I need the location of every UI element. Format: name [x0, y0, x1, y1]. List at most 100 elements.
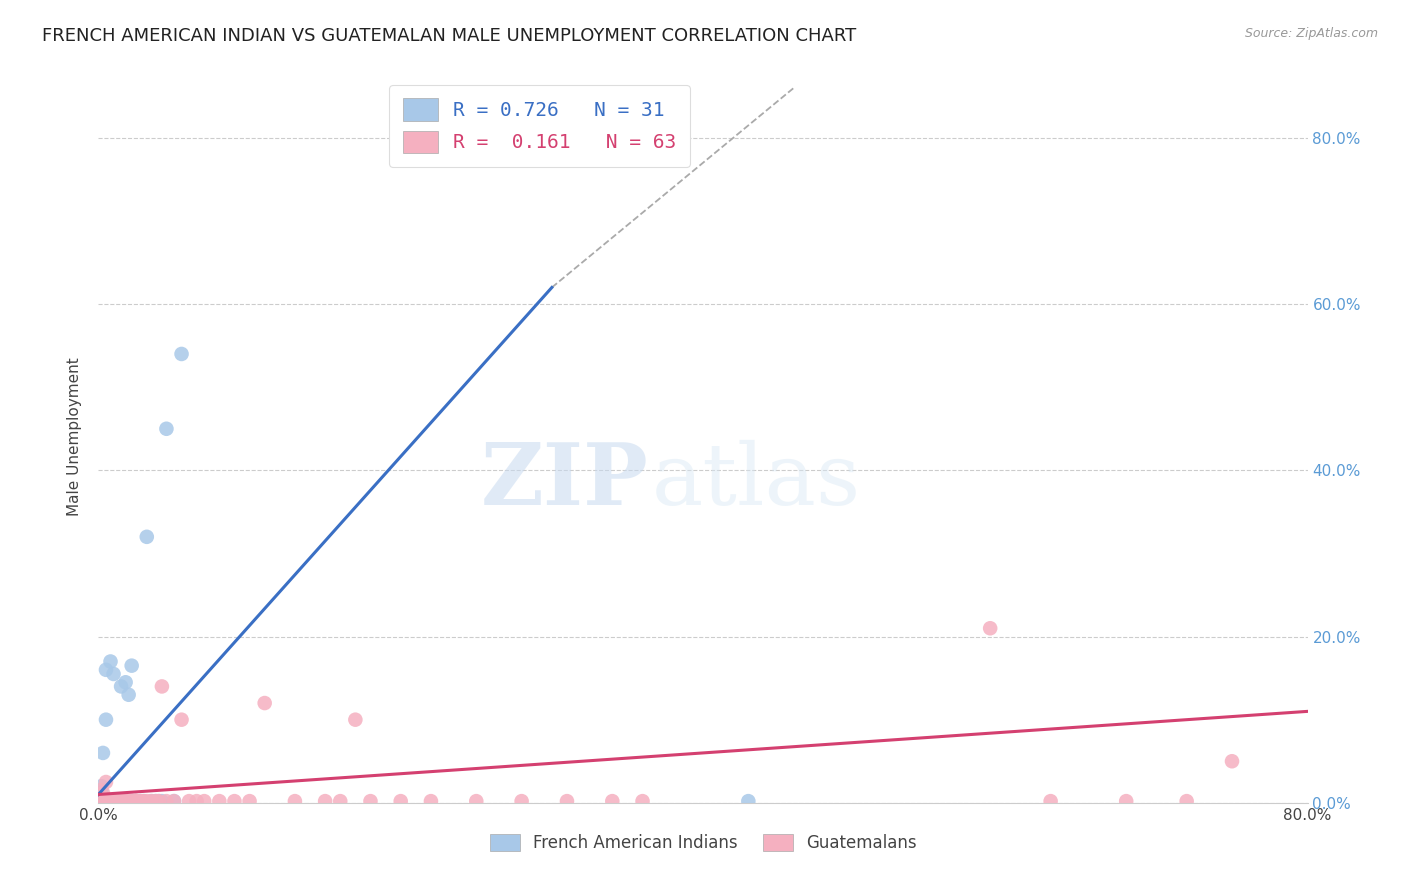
Point: [132, 794, 155, 808]
Point: [90, 794, 112, 808]
Point: [103, 667, 125, 681]
Point: [94, 713, 117, 727]
Point: [135, 530, 157, 544]
Point: [96, 794, 118, 808]
Point: [98, 794, 121, 808]
Point: [1115, 794, 1137, 808]
Point: [141, 794, 163, 808]
Legend: French American Indians, Guatemalans: French American Indians, Guatemalans: [481, 825, 925, 860]
Point: [114, 794, 136, 808]
Point: [979, 621, 1001, 635]
Point: [118, 688, 141, 702]
Point: [155, 794, 177, 808]
Point: [100, 794, 122, 808]
Point: [145, 794, 167, 808]
Point: [93, 794, 115, 808]
Point: [90, 794, 112, 808]
Point: [125, 794, 148, 808]
Point: [179, 794, 201, 808]
Point: [100, 794, 122, 808]
Point: [145, 794, 167, 808]
Point: [90, 788, 112, 802]
Point: [98, 794, 121, 808]
Point: [1220, 754, 1243, 768]
Point: [110, 794, 132, 808]
Point: [121, 794, 143, 808]
Point: [465, 794, 488, 808]
Point: [104, 794, 127, 808]
Point: [107, 794, 129, 808]
Point: [121, 794, 143, 808]
Point: [253, 696, 276, 710]
Point: [121, 658, 143, 673]
Point: [89, 791, 111, 805]
Point: [114, 794, 136, 808]
Point: [132, 794, 155, 808]
Point: [555, 794, 578, 808]
Point: [129, 794, 152, 808]
Point: [105, 794, 128, 808]
Point: [148, 794, 170, 808]
Point: [93, 794, 115, 808]
Point: [94, 794, 117, 808]
Point: [737, 794, 759, 808]
Point: [150, 794, 173, 808]
Point: [344, 713, 367, 727]
Point: [602, 794, 624, 808]
Point: [1039, 794, 1062, 808]
Point: [148, 794, 170, 808]
Point: [420, 794, 443, 808]
Point: [150, 680, 173, 694]
Point: [110, 794, 132, 808]
Point: [170, 347, 193, 361]
Point: [193, 794, 215, 808]
Point: [631, 794, 654, 808]
Point: [360, 794, 382, 808]
Point: [96, 794, 118, 808]
Point: [129, 794, 152, 808]
Y-axis label: Male Unemployment: Male Unemployment: [67, 358, 83, 516]
Point: [110, 680, 132, 694]
Point: [125, 794, 148, 808]
Point: [100, 655, 122, 669]
Point: [239, 794, 262, 808]
Point: [114, 675, 136, 690]
Point: [111, 794, 134, 808]
Point: [329, 794, 352, 808]
Point: [141, 794, 163, 808]
Point: [103, 794, 125, 808]
Point: [91, 786, 114, 800]
Point: [94, 663, 117, 677]
Point: [90, 789, 112, 804]
Point: [101, 794, 124, 808]
Point: [103, 794, 125, 808]
Point: [90, 783, 112, 797]
Point: [186, 794, 208, 808]
Point: [105, 794, 128, 808]
Text: Source: ZipAtlas.com: Source: ZipAtlas.com: [1244, 27, 1378, 40]
Point: [284, 794, 307, 808]
Point: [389, 794, 412, 808]
Point: [90, 779, 112, 793]
Point: [314, 794, 336, 808]
Point: [91, 746, 114, 760]
Point: [163, 794, 186, 808]
Point: [89, 783, 111, 797]
Point: [1175, 794, 1198, 808]
Point: [90, 791, 112, 805]
Point: [163, 794, 186, 808]
Point: [208, 794, 231, 808]
Point: [91, 794, 114, 808]
Text: ZIP: ZIP: [481, 439, 648, 523]
Point: [94, 775, 117, 789]
Point: [224, 794, 246, 808]
Text: FRENCH AMERICAN INDIAN VS GUATEMALAN MALE UNEMPLOYMENT CORRELATION CHART: FRENCH AMERICAN INDIAN VS GUATEMALAN MAL…: [42, 27, 856, 45]
Point: [91, 794, 114, 808]
Point: [170, 713, 193, 727]
Point: [125, 794, 148, 808]
Point: [118, 794, 141, 808]
Point: [135, 794, 157, 808]
Point: [155, 422, 177, 436]
Text: atlas: atlas: [652, 440, 862, 523]
Point: [510, 794, 533, 808]
